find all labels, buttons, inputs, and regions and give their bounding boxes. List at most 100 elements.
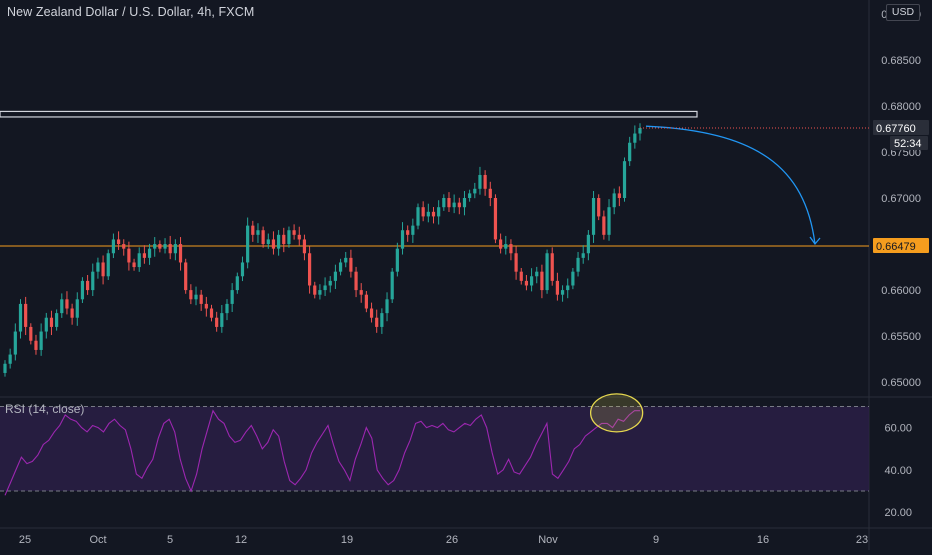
candle[interactable] — [333, 264, 338, 289]
candle[interactable] — [638, 123, 642, 141]
candle[interactable] — [266, 233, 270, 249]
candle[interactable] — [246, 217, 250, 269]
candle[interactable] — [328, 276, 332, 293]
overbought-highlight-ellipse[interactable] — [589, 393, 644, 433]
candle[interactable] — [251, 220, 255, 242]
candle[interactable] — [199, 289, 203, 311]
candle[interactable] — [184, 258, 188, 294]
candle[interactable] — [44, 312, 48, 339]
candle[interactable] — [318, 284, 322, 300]
candle[interactable] — [60, 293, 64, 318]
candle[interactable] — [442, 194, 446, 211]
candle[interactable] — [359, 283, 363, 303]
candle[interactable] — [235, 272, 239, 294]
candle[interactable] — [34, 334, 38, 355]
candle[interactable] — [49, 310, 54, 336]
candle[interactable] — [302, 234, 307, 261]
candle[interactable] — [80, 277, 85, 303]
candle[interactable] — [137, 247, 141, 272]
candle[interactable] — [297, 226, 301, 246]
candle[interactable] — [524, 274, 529, 291]
candle[interactable] — [277, 230, 281, 256]
candle[interactable] — [380, 308, 384, 334]
candle[interactable] — [426, 203, 430, 223]
candle[interactable] — [385, 292, 389, 322]
candle[interactable] — [282, 227, 286, 253]
candle[interactable] — [591, 191, 596, 243]
candle[interactable] — [354, 266, 358, 298]
candle[interactable] — [153, 237, 157, 257]
candle[interactable] — [602, 210, 606, 240]
resistance-zone-rectangle[interactable] — [0, 110, 698, 118]
candle[interactable] — [514, 246, 518, 280]
last-price-badge[interactable] — [873, 120, 929, 136]
candle[interactable] — [473, 182, 477, 199]
candle[interactable] — [147, 243, 152, 265]
candle[interactable] — [101, 255, 105, 285]
candle[interactable] — [504, 235, 508, 255]
candle[interactable] — [271, 231, 276, 255]
candle[interactable] — [142, 245, 146, 264]
currency-badge[interactable]: USD — [886, 4, 920, 21]
candle[interactable] — [447, 192, 451, 212]
candle[interactable] — [400, 222, 405, 255]
candle[interactable] — [292, 224, 296, 240]
candle[interactable] — [622, 157, 627, 202]
candle[interactable] — [204, 296, 208, 317]
candle[interactable] — [437, 200, 441, 225]
candle[interactable] — [483, 170, 487, 196]
candle[interactable] — [421, 201, 425, 222]
candle[interactable] — [452, 194, 456, 214]
candle[interactable] — [256, 223, 260, 243]
candle[interactable] — [158, 240, 162, 253]
projection-arrow[interactable] — [645, 125, 816, 245]
candle[interactable] — [529, 268, 534, 292]
candle[interactable] — [8, 348, 12, 369]
candle[interactable] — [55, 309, 59, 331]
candle[interactable] — [571, 267, 575, 290]
candle[interactable] — [375, 309, 379, 333]
candle[interactable] — [586, 230, 590, 261]
candle[interactable] — [519, 267, 523, 285]
candle[interactable] — [230, 283, 234, 313]
candle[interactable] — [566, 278, 570, 299]
candle[interactable] — [633, 125, 637, 149]
candle[interactable] — [189, 284, 193, 305]
candle[interactable] — [344, 251, 348, 268]
candle[interactable] — [106, 249, 110, 280]
candle[interactable] — [395, 242, 399, 277]
candle[interactable] — [416, 203, 420, 230]
candle[interactable] — [597, 194, 601, 221]
candle[interactable] — [261, 226, 265, 248]
candle[interactable] — [560, 285, 565, 302]
candle[interactable] — [390, 267, 394, 303]
candle[interactable] — [576, 251, 580, 277]
candle[interactable] — [127, 241, 131, 271]
candle[interactable] — [411, 218, 415, 243]
candle[interactable] — [349, 249, 353, 278]
candle[interactable] — [369, 302, 374, 323]
candle[interactable] — [457, 197, 461, 215]
candle[interactable] — [364, 291, 368, 313]
candle[interactable] — [116, 231, 121, 250]
candle[interactable] — [612, 188, 616, 215]
candle[interactable] — [122, 239, 126, 256]
candle[interactable] — [550, 247, 554, 286]
candle[interactable] — [313, 281, 317, 299]
candle[interactable] — [462, 191, 467, 216]
candle[interactable] — [540, 264, 544, 299]
candle[interactable] — [70, 303, 74, 325]
candle[interactable] — [581, 245, 585, 264]
candle[interactable] — [406, 225, 410, 242]
support-price-badge[interactable] — [873, 237, 929, 253]
candle[interactable] — [3, 360, 7, 377]
candle[interactable] — [163, 238, 167, 254]
candle[interactable] — [607, 199, 611, 241]
candle[interactable] — [24, 296, 28, 336]
candle[interactable] — [18, 299, 23, 339]
candle[interactable] — [220, 305, 224, 333]
candle[interactable] — [65, 291, 69, 315]
rsi-indicator-label[interactable]: RSI (14, close) — [5, 402, 85, 416]
candle[interactable] — [545, 249, 549, 294]
